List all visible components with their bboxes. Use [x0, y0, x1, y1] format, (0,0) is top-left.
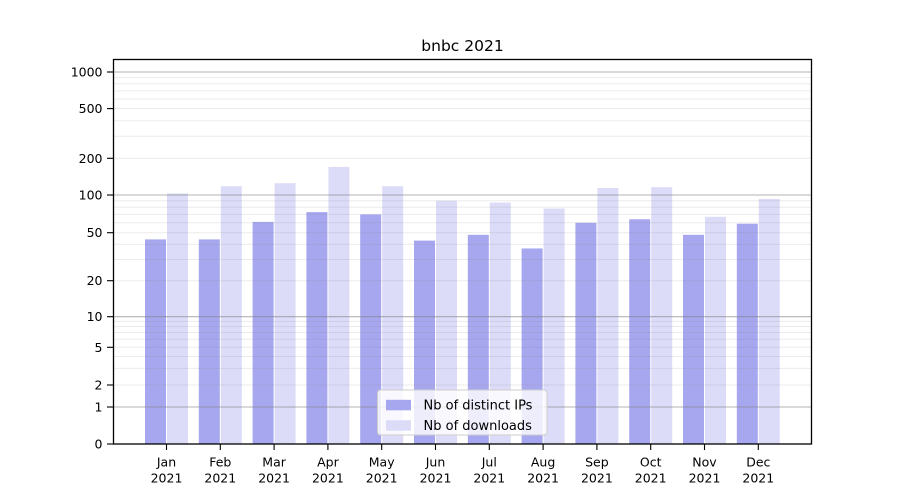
bar-downloads-aug	[543, 208, 565, 444]
x-tick-label-oct: Oct 2021	[635, 455, 667, 486]
y-tick-label-10: 10	[87, 309, 103, 324]
bar-downloads-apr	[328, 166, 350, 444]
chart-title: bnbc 2021	[421, 37, 503, 55]
bar-distinct-ips-nov	[683, 234, 704, 444]
bar-distinct-ips-may	[360, 214, 382, 444]
bar-downloads-jun	[436, 200, 457, 444]
bar-downloads-oct	[651, 187, 673, 445]
plot-frame	[112, 58, 813, 445]
x-tick-label-dec: Dec 2021	[742, 455, 774, 486]
bar-distinct-ips-apr	[306, 212, 328, 444]
bar-downloads-jan	[167, 193, 188, 444]
y-tick-label-0: 0	[95, 437, 103, 452]
y-tick-label-5: 5	[95, 340, 103, 355]
bar-downloads-sep	[597, 188, 619, 444]
legend: Nb of distinct IPs Nb of downloads	[377, 389, 548, 436]
legend-label-distinct-ips: Nb of distinct IPs	[424, 399, 533, 414]
bar-downloads-feb	[220, 186, 242, 445]
x-tick-label-jul: Jul 2021	[473, 455, 505, 486]
x-tick-label-may: May 2021	[366, 455, 398, 486]
legend-swatch-downloads	[386, 420, 411, 431]
gridlines-layer	[113, 71, 812, 408]
bar-downloads-nov	[705, 216, 726, 444]
bar-distinct-ips-feb	[198, 239, 220, 444]
y-tick-label-2: 2	[95, 378, 103, 393]
bar-downloads-may	[382, 186, 404, 445]
bar-distinct-ips-mar	[252, 221, 274, 444]
x-tick-label-jan: Jan 2021	[151, 455, 183, 486]
x-axis: Jan 2021 Feb 2021 Mar 2021 Apr 2021 May 2021 Jun 20…	[151, 444, 774, 486]
y-tick-label-100: 100	[79, 188, 103, 203]
x-tick-label-apr: Apr 2021	[312, 455, 344, 486]
legend-label-downloads: Nb of downloads	[424, 419, 533, 434]
bar-distinct-ips-sep	[575, 222, 597, 444]
bar-downloads-mar	[274, 183, 296, 444]
bar-distinct-ips-jan	[145, 239, 166, 444]
y-tick-label-200: 200	[79, 151, 103, 166]
legend-swatch-distinct-ips	[386, 399, 411, 411]
x-tick-label-aug: Aug 2021	[527, 455, 559, 486]
legend-box	[377, 389, 548, 436]
bar-downloads-dec	[758, 198, 780, 444]
y-tick-label-500: 500	[79, 101, 103, 116]
x-tick-label-nov: Nov 2021	[689, 455, 721, 486]
y-tick-label-20: 20	[87, 273, 103, 288]
x-tick-label-jun: Jun 2021	[420, 455, 452, 486]
x-tick-label-mar: Mar 2021	[258, 455, 290, 486]
bar-distinct-ips-dec	[736, 223, 758, 444]
y-tick-label-50: 50	[87, 225, 103, 240]
bar-downloads-jul	[489, 202, 511, 444]
x-tick-label-sep: Sep 2021	[581, 455, 613, 486]
plot-area: 0 1 2 5 10 20 50 100 200 500 1000 Jan 2021 Feb 2021 Mar…	[71, 58, 813, 486]
bar-distinct-ips-oct	[629, 219, 651, 444]
y-axis: 0 1 2 5 10 20 50 100 200 500 1000	[71, 65, 114, 452]
y-tick-label-1000: 1000	[71, 65, 103, 80]
x-tick-label-feb: Feb 2021	[204, 455, 236, 486]
y-tick-label-1: 1	[95, 400, 103, 415]
